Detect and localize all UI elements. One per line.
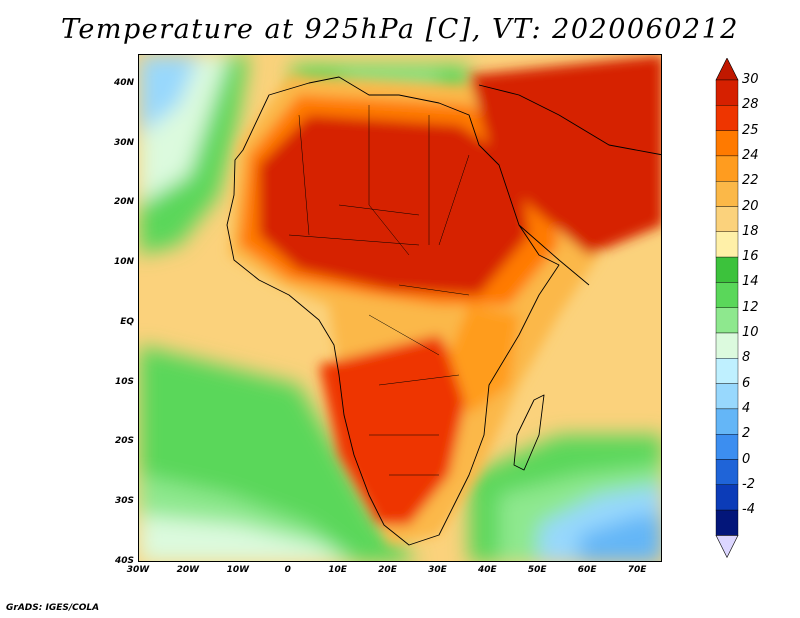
map-title: Temperature at 925hPa [C], VT: 202006021…	[61, 14, 739, 45]
colorbar-label: 28	[742, 97, 759, 113]
colorbar-swatch	[715, 256, 739, 283]
lon-label: 60E	[577, 565, 597, 575]
colorbar-label: 18	[742, 223, 759, 239]
grads-credit: GrADS: IGES/COLA	[6, 603, 100, 613]
colorbar-label: 24	[742, 147, 759, 163]
colorbar	[715, 58, 739, 558]
colorbar-label: 6	[742, 375, 751, 391]
colorbar-bottom-arrow	[715, 535, 739, 558]
coastlines	[226, 76, 661, 546]
map-panel	[138, 54, 662, 562]
colorbar-swatch	[715, 358, 739, 384]
lat-label: 30S	[114, 496, 134, 507]
lon-label: 20E	[378, 565, 397, 575]
border-lines	[288, 105, 470, 476]
lat-label: 40S	[114, 556, 134, 566]
south-indian-deep	[579, 515, 661, 561]
lon-label: 20W	[176, 565, 200, 575]
colorbar-label: -4	[742, 502, 755, 518]
colorbar-swatch	[715, 434, 739, 460]
southern-ocean-field	[139, 345, 661, 561]
colorbar-top-arrow	[715, 58, 739, 81]
madagascar-coastline	[513, 394, 545, 471]
colorbar-label: 14	[742, 274, 759, 290]
colorbar-label: 10	[742, 325, 759, 340]
colorbar-label: 30	[742, 72, 759, 87]
colorbar-label: 12	[742, 299, 759, 315]
colorbar-label: -2	[742, 476, 755, 492]
colorbar-swatch	[715, 509, 739, 536]
north-atlantic-blue	[139, 55, 199, 135]
lat-label: 10S	[114, 376, 134, 387]
arabia-coastline	[478, 84, 661, 286]
lat-label: EQ	[120, 316, 134, 327]
lat-label: 10N	[113, 257, 134, 268]
colorbar-swatch	[715, 408, 739, 435]
colorbar-label: 25	[742, 122, 759, 138]
lat-label: 20S	[114, 436, 134, 447]
temperature-map	[139, 55, 661, 561]
sahara-hottest	[259, 115, 529, 295]
lat-label: 40N	[113, 77, 134, 88]
colorbar-swatch	[715, 383, 739, 410]
lon-label: 50E	[527, 565, 547, 575]
lat-label: 30N	[113, 137, 134, 148]
lon-label: 10E	[328, 565, 347, 575]
arabia-hottest	[469, 55, 661, 255]
colorbar-label: 0	[742, 451, 751, 467]
lon-label: 10W	[226, 565, 250, 575]
colorbar-label: 4	[742, 400, 751, 416]
lon-label: 30E	[428, 565, 447, 575]
colorbar-swatch	[715, 155, 739, 182]
southern-africa-hot	[319, 335, 469, 525]
colorbar-label: 20	[742, 198, 759, 214]
colorbar-swatch	[715, 332, 739, 359]
south-atlantic-cyan	[139, 515, 346, 561]
colorbar-swatch	[715, 282, 739, 308]
africa-coastline	[226, 76, 560, 546]
colorbar-label: 8	[742, 350, 751, 366]
colorbar-label: 16	[742, 249, 759, 265]
colorbar-swatch	[715, 206, 739, 232]
colorbar-swatch	[715, 307, 739, 334]
colorbar-swatch	[715, 130, 739, 157]
colorbar-swatch	[715, 79, 739, 106]
colorbar-swatch	[715, 459, 739, 485]
colorbar-swatch	[715, 105, 739, 131]
colorbar-label: 2	[742, 426, 751, 442]
lon-label: 30W	[126, 565, 150, 575]
lon-label: 0	[284, 565, 291, 575]
land-heat-field	[229, 55, 661, 545]
country-borders	[288, 105, 470, 476]
colorbar-label: 22	[742, 173, 759, 189]
colorbar-swatch	[715, 484, 739, 511]
colorbar-swatch	[715, 180, 739, 207]
lon-label: 70E	[627, 565, 647, 575]
east-africa-warm	[449, 305, 519, 415]
lon-label: 40E	[477, 565, 497, 575]
colorbar-swatch	[715, 231, 739, 258]
lat-label: 20N	[113, 197, 134, 208]
